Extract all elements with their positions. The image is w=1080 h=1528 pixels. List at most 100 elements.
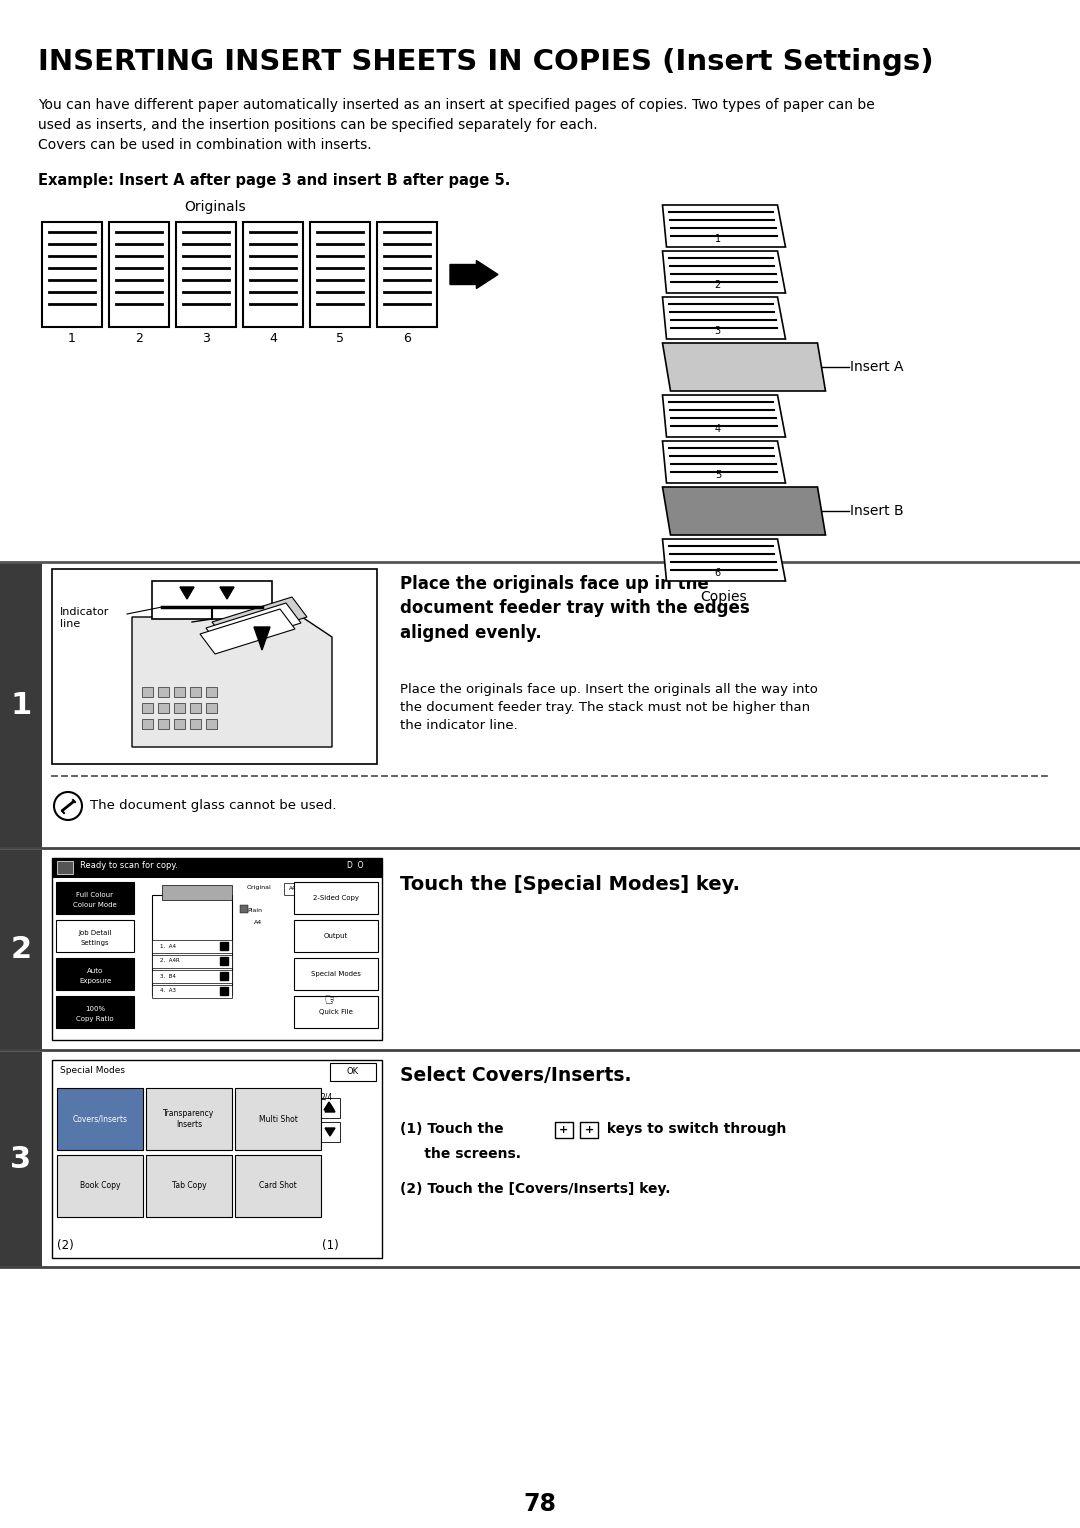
Text: 5: 5	[715, 471, 721, 480]
Bar	[220, 987, 228, 995]
Bar	[52, 1060, 382, 1258]
Polygon shape	[180, 587, 194, 599]
Text: Auto: Auto	[86, 969, 103, 973]
Bar	[52, 859, 382, 879]
Text: +: +	[584, 1125, 594, 1135]
Bar	[152, 970, 232, 983]
Bar	[190, 688, 201, 697]
Text: Card Shot: Card Shot	[259, 1181, 297, 1190]
Text: 3: 3	[202, 332, 210, 345]
Text: The document glass cannot be used.: The document glass cannot be used.	[90, 799, 337, 811]
Bar	[152, 581, 272, 619]
Bar	[176, 222, 237, 327]
Text: Covers/Inserts: Covers/Inserts	[72, 1114, 127, 1123]
Polygon shape	[220, 587, 234, 599]
Bar	[146, 1088, 232, 1151]
Bar	[190, 720, 201, 729]
Bar	[152, 986, 232, 998]
Bar	[243, 222, 303, 327]
Bar	[240, 905, 248, 914]
Bar	[141, 720, 153, 729]
Bar	[0, 850, 42, 1050]
Bar	[190, 703, 201, 714]
Text: D  O: D O	[347, 860, 364, 869]
Text: 6: 6	[715, 568, 721, 578]
Polygon shape	[662, 296, 785, 339]
Bar	[158, 720, 168, 729]
Bar	[330, 1063, 376, 1080]
Text: Copy Ratio: Copy Ratio	[77, 1016, 113, 1022]
Text: You can have different paper automatically inserted as an insert at specified pa: You can have different paper automatical…	[38, 98, 875, 153]
Bar	[320, 1099, 340, 1118]
Bar	[146, 1155, 232, 1216]
Bar	[294, 958, 378, 990]
Text: OK: OK	[347, 1068, 359, 1077]
Text: 4.  A3: 4. A3	[160, 989, 176, 993]
Bar	[152, 940, 232, 953]
Text: (1) Touch the: (1) Touch the	[400, 1122, 509, 1135]
Bar	[52, 859, 382, 1041]
Text: 2.  A4R: 2. A4R	[160, 958, 179, 964]
Polygon shape	[662, 539, 785, 581]
Polygon shape	[450, 260, 498, 289]
Text: 4: 4	[269, 332, 276, 345]
Text: 2: 2	[11, 935, 31, 964]
Text: 3: 3	[715, 325, 721, 336]
Bar	[0, 562, 42, 848]
Text: (1): (1)	[322, 1239, 339, 1251]
Bar	[220, 941, 228, 950]
Bar	[310, 222, 370, 327]
Text: Quick File: Quick File	[319, 1008, 353, 1015]
Text: 2: 2	[715, 280, 721, 290]
Text: Output: Output	[324, 934, 348, 940]
Text: 6: 6	[403, 332, 410, 345]
Polygon shape	[254, 626, 270, 649]
Text: Book Copy: Book Copy	[80, 1181, 120, 1190]
Bar	[141, 688, 153, 697]
Bar	[284, 883, 302, 895]
Text: 1: 1	[715, 234, 721, 244]
Text: Original: Original	[247, 885, 272, 889]
Text: Transparency
Inserts: Transparency Inserts	[163, 1109, 215, 1129]
Polygon shape	[662, 442, 785, 483]
Bar	[57, 860, 73, 874]
Bar	[235, 1155, 321, 1216]
Text: Select Covers/Inserts.: Select Covers/Inserts.	[400, 1067, 632, 1085]
Polygon shape	[132, 617, 332, 747]
Bar	[174, 703, 185, 714]
Bar	[294, 996, 378, 1028]
Text: ☞: ☞	[324, 992, 339, 1008]
Text: +: +	[559, 1125, 569, 1135]
Bar	[0, 1051, 42, 1267]
Bar	[294, 882, 378, 914]
Bar	[42, 222, 102, 327]
Text: INSERTING INSERT SHEETS IN COPIES (Insert Settings): INSERTING INSERT SHEETS IN COPIES (Inser…	[38, 47, 933, 76]
Text: 3.  B4: 3. B4	[160, 973, 176, 978]
Bar	[206, 703, 217, 714]
Bar	[109, 222, 168, 327]
Text: (2): (2)	[57, 1239, 73, 1251]
Text: A4: A4	[289, 886, 297, 891]
Text: Touch the [Special Modes] key.: Touch the [Special Modes] key.	[400, 876, 740, 894]
Text: Settings: Settings	[81, 940, 109, 946]
Text: Plain: Plain	[247, 908, 262, 914]
Text: Insert B: Insert B	[851, 504, 904, 518]
Text: Job Detail: Job Detail	[79, 931, 111, 937]
Bar	[206, 720, 217, 729]
Text: Copies: Copies	[701, 590, 747, 604]
Text: 2: 2	[135, 332, 143, 345]
Text: the screens.: the screens.	[400, 1148, 521, 1161]
Bar	[294, 920, 378, 952]
Bar	[158, 703, 168, 714]
Text: Special Modes: Special Modes	[311, 970, 361, 976]
Polygon shape	[662, 205, 785, 248]
Text: (2) Touch the [Covers/Inserts] key.: (2) Touch the [Covers/Inserts] key.	[400, 1183, 671, 1196]
Text: Example: Insert A after page 3 and insert B after page 5.: Example: Insert A after page 3 and inser…	[38, 173, 511, 188]
Bar	[206, 688, 217, 697]
Bar	[141, 703, 153, 714]
Text: Place the originals face up in the
document feeder tray with the edges
aligned e: Place the originals face up in the docum…	[400, 575, 750, 642]
Text: 4: 4	[715, 423, 721, 434]
Polygon shape	[324, 1102, 334, 1109]
Text: Insert A: Insert A	[851, 361, 904, 374]
Text: Special Modes: Special Modes	[60, 1067, 125, 1076]
